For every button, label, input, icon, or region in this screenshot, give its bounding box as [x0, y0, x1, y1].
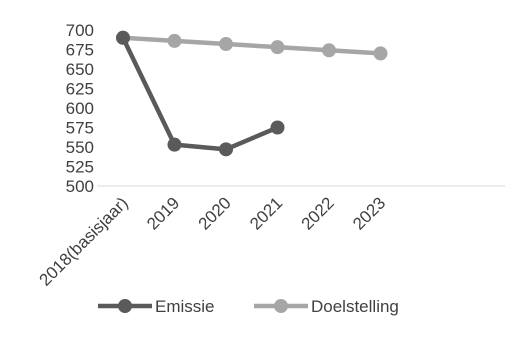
y-tick-label: 675: [66, 41, 94, 60]
data-point: [270, 40, 285, 55]
data-point: [219, 37, 233, 52]
legend-marker: [274, 299, 288, 313]
y-tick-label: 500: [66, 177, 94, 196]
y-tick-label: 600: [66, 99, 94, 118]
x-tick-label: 2023: [349, 193, 389, 233]
legend: Emissie Doelstelling: [98, 297, 399, 316]
data-point: [116, 30, 130, 45]
data-point: [270, 120, 285, 135]
y-tick-label: 625: [66, 80, 94, 99]
legend-item: Doelstelling: [254, 297, 399, 316]
x-tick-label: 2022: [298, 193, 338, 233]
legend-item: Emissie: [98, 297, 215, 316]
data-point: [167, 33, 182, 48]
series-line: [120, 35, 280, 152]
y-tick-label: 550: [66, 138, 94, 157]
legend-marker: [118, 299, 132, 313]
series-layer: [116, 30, 388, 157]
legend-label: Doelstelling: [311, 297, 399, 316]
data-point: [322, 43, 336, 58]
x-tick-label: 2020: [195, 193, 235, 233]
data-point: [167, 137, 182, 152]
series-emissie: [116, 30, 285, 157]
legend-label: Emissie: [155, 297, 215, 316]
series-doelstelling: [116, 30, 388, 61]
series-line: [120, 35, 383, 56]
x-tick-label: 2019: [143, 193, 183, 233]
y-tick-label: 700: [66, 21, 94, 40]
data-point: [373, 46, 388, 61]
y-tick-label: 650: [66, 60, 94, 79]
x-tick-label: 2021: [246, 193, 286, 233]
x-axis: 2018(basisjaar) 2019 2020 2021 2022 2023: [36, 185, 505, 290]
data-point: [219, 142, 233, 157]
y-tick-label: 575: [66, 119, 94, 138]
y-tick-label: 525: [66, 158, 94, 177]
x-tick-label: 2018(basisjaar): [36, 193, 132, 289]
